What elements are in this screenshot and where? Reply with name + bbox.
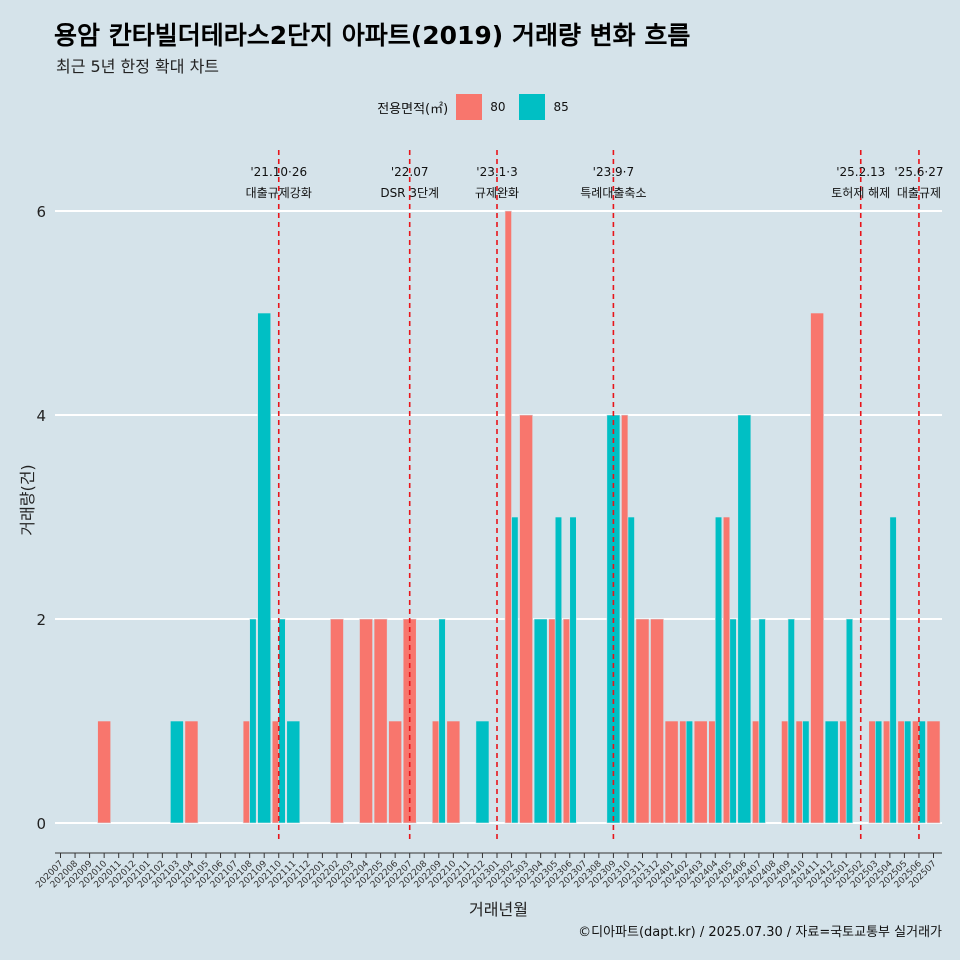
- bar-85-202404: [714, 516, 723, 824]
- bar-80-202110: [271, 720, 280, 824]
- event-label: DSR 3단계: [380, 186, 439, 200]
- bar-85-202109: [257, 312, 272, 824]
- bar-80-202209: [431, 720, 440, 824]
- event-label: 규제완화: [475, 186, 519, 200]
- bar-80-202411: [810, 312, 824, 824]
- bar-85-202111: [286, 720, 301, 824]
- event-date: '23.9·7: [593, 165, 634, 179]
- bar-80-202306: [562, 618, 571, 824]
- bar-85-202302: [511, 516, 519, 824]
- event-label: 토허제 해제: [831, 186, 890, 200]
- bar-80-202410: [795, 720, 803, 824]
- bar-80-202206: [388, 720, 402, 824]
- bar-80-202409: [781, 720, 789, 824]
- bar-85-202503: [874, 720, 883, 824]
- bar-85-202410: [802, 720, 810, 824]
- bar-80-202204: [359, 618, 373, 824]
- bar-80-202303: [519, 414, 533, 824]
- bar-85-202505: [904, 720, 912, 824]
- bar-80-202507: [926, 720, 941, 824]
- bar-80-202403: [693, 720, 708, 824]
- bar-85-202110: [278, 618, 286, 824]
- legend-item-80: 80: [456, 94, 505, 120]
- y-tick-label: 2: [36, 611, 46, 629]
- legend-label-85: 85: [553, 100, 569, 114]
- bar-85-202108: [249, 618, 257, 824]
- legend-title: 전용면적(㎡): [377, 101, 449, 117]
- bar-80-202407: [752, 720, 760, 824]
- event-date: '22.07: [391, 165, 429, 179]
- bar-85-202506: [918, 720, 926, 824]
- y-axis-title: 거래량(건): [18, 464, 37, 535]
- bar-80-202503: [868, 720, 876, 824]
- bar-80-202205: [373, 618, 388, 824]
- bar-85-202504: [889, 516, 897, 824]
- event-date: '25.6·27: [894, 165, 943, 179]
- bar-85-202209: [438, 618, 446, 824]
- event-date: '21.10·26: [250, 165, 307, 179]
- bar-80-202504: [883, 720, 891, 824]
- bar-85-202412: [824, 720, 839, 824]
- legend: 전용면적(㎡) 80 85: [0, 93, 960, 121]
- bar-80-202401: [664, 720, 679, 824]
- event-date: '25.2.13: [836, 165, 885, 179]
- chart-subtitle: 최근 5년 한정 확대 차트: [56, 57, 220, 76]
- bar-85-202405: [729, 618, 737, 824]
- bar-80-202104: [184, 720, 199, 824]
- bar-80-202010: [97, 720, 111, 824]
- event-date: '23.1·3: [476, 165, 517, 179]
- bar-85-202306: [569, 516, 577, 824]
- bar-80-202312: [650, 618, 664, 824]
- legend-item-85: 85: [519, 94, 569, 120]
- bar-85-202407: [758, 618, 766, 824]
- bar-80-202402: [679, 720, 687, 824]
- bar-85-202103: [170, 720, 184, 824]
- bar-80-202506: [912, 720, 920, 824]
- bar-80-202311: [635, 618, 650, 824]
- bar-80-202505: [897, 720, 905, 824]
- bar-80-202302: [504, 210, 512, 824]
- footer-credit: ©디아파트(dapt.kr) / 2025.07.30 / 자료=국토교통부 실…: [578, 925, 942, 940]
- chart-title: 용암 칸타빌더테라스2단지 아파트(2019) 거래량 변화 흐름: [54, 21, 691, 50]
- legend-swatch-80: [456, 94, 483, 120]
- bar-80-202108: [242, 720, 250, 824]
- x-axis-title: 거래년월: [469, 900, 528, 919]
- bar-80-202405: [722, 516, 731, 824]
- bar-85-202304: [533, 618, 548, 824]
- bar-85-202402: [685, 720, 693, 824]
- bar-80-202501: [839, 720, 847, 824]
- y-tick-label: 6: [36, 203, 46, 221]
- y-tick-label: 4: [36, 407, 46, 425]
- event-label: 대출규제강화: [246, 186, 312, 200]
- bar-80-202305: [548, 618, 556, 824]
- bar-85-202409: [787, 618, 795, 824]
- bar-85-202310: [627, 516, 635, 824]
- event-label: 특례대출축소: [580, 186, 646, 200]
- bar-80-202404: [708, 720, 716, 824]
- y-tick-label: 0: [36, 815, 46, 833]
- bar-85-202305: [554, 516, 563, 824]
- event-label: 대출규제: [897, 186, 941, 200]
- legend-swatch-85: [519, 94, 546, 120]
- bar-85-202406: [737, 414, 752, 824]
- legend-label-80: 80: [490, 100, 506, 114]
- bar-80-202210: [446, 720, 461, 824]
- bar-80-202310: [621, 414, 629, 824]
- bar-85-202501: [845, 618, 854, 824]
- bar-80-202202: [330, 618, 344, 824]
- bar-85-202212: [475, 720, 490, 824]
